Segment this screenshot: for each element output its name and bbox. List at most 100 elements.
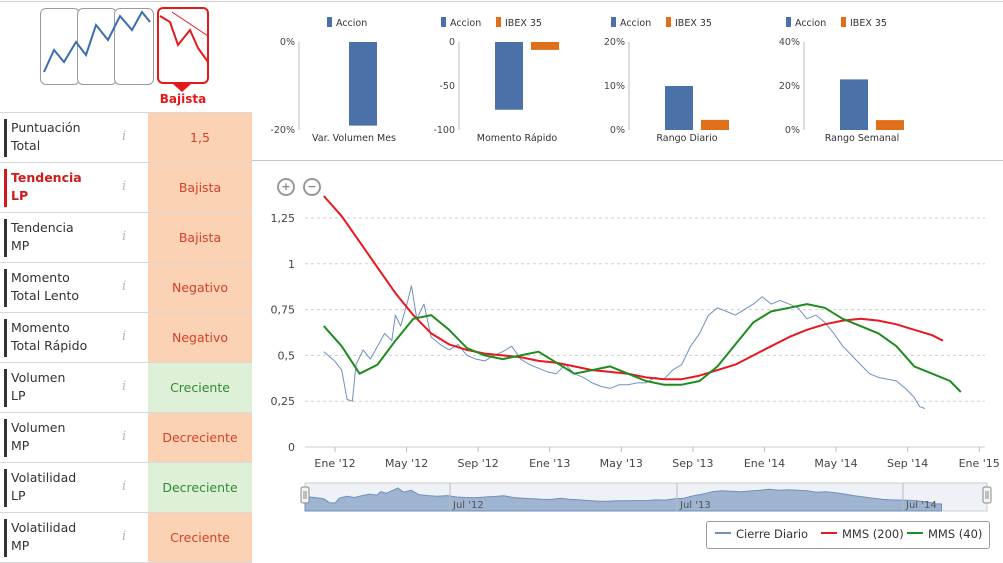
mini-legend-label[interactable]: Accion [450,18,481,29]
navigator-label: Jul '14 [905,500,937,511]
indicator-value: 1,5 [148,113,252,162]
mini-chart-1: 0% -20% Accion Var. Volumen Mes [270,17,396,144]
info-icon[interactable]: i [122,529,127,544]
indicator-label: Puntuación Total [11,120,81,153]
mini-bar[interactable] [840,79,868,130]
indicator-row: Tendencia LP i Bajista [0,163,252,213]
mini-tick-label: -100 [433,125,455,136]
series-line-2[interactable] [323,195,944,381]
mini-legend-swatch [786,17,791,27]
row-accent-bar [4,119,7,157]
trend-box-1 [40,8,80,85]
mini-bar[interactable] [531,42,559,50]
series-line-3[interactable] [323,303,962,393]
navigator-handle-right[interactable] [982,486,992,504]
indicator-label: Volumen LP [11,370,66,403]
mini-bar[interactable] [665,86,693,130]
info-icon[interactable]: i [122,479,127,494]
range-navigator[interactable]: Jul '12 Jul '13 Jul '14 [300,482,992,512]
mini-chart-2: 0 -50 -100 Accion IBEX 35 Momento Rápido [433,17,559,144]
mini-chart-title: Rango Semanal [825,133,900,144]
indicator-row: Volatilidad MP i Creciente [0,513,252,563]
navigator-handle-left[interactable] [300,486,310,504]
indicator-label: Volatilidad LP [11,470,77,503]
zoom-out-button[interactable]: − [303,178,321,196]
indicator-row: Momento Total Lento i Negativo [0,263,252,313]
row-accent-bar [4,469,7,507]
mini-chart-title: Momento Rápido [477,133,558,144]
indicator-label: Tendencia LP [11,170,82,203]
chart-legend: Cierre Diario MMS (200) MMS (40) [706,521,990,549]
mini-bar[interactable] [876,120,904,130]
indicator-label: Volumen MP [11,420,66,453]
mini-chart-title: Var. Volumen Mes [312,133,396,144]
indicator-label: Volatilidad MP [11,520,77,553]
info-icon[interactable]: i [122,329,127,344]
indicator-value: Bajista [148,213,252,262]
mini-tick-label: 20% [779,81,800,92]
mini-legend-swatch [666,17,671,27]
mini-bar[interactable] [701,119,729,130]
indicator-value: Negativo [148,263,252,312]
x-tick-label: Ene '12 [314,457,355,470]
mini-legend-swatch [841,17,846,27]
x-tick-label: May '14 [814,457,857,470]
legend-item-mms200[interactable]: MMS (200) [821,527,904,541]
mini-tick-label: 20% [604,37,625,48]
mini-legend-label[interactable]: IBEX 35 [505,18,542,29]
info-icon[interactable]: i [122,379,127,394]
mini-chart-4: 40% 20% 0% Accion IBEX 35 Rango Semanal [779,17,904,144]
legend-item-mms40[interactable]: MMS (40) [907,527,982,541]
legend-item-cierre[interactable]: Cierre Diario [715,527,808,541]
indicator-label: Momento Total Lento [11,270,80,303]
zoom-in-button[interactable]: + [277,178,295,196]
mini-legend-label[interactable]: Accion [336,18,367,29]
y-tick-label: 0,5 [278,349,296,362]
x-tick-label: May '13 [600,457,643,470]
y-tick-label: 0,75 [271,304,296,317]
mini-tick-label: 10% [604,81,625,92]
row-accent-bar [4,269,7,307]
series-line-1[interactable] [323,285,926,409]
navigator-label: Jul '12 [452,500,484,511]
info-icon[interactable]: i [122,229,127,244]
section-separator [252,160,1003,161]
info-icon[interactable]: i [122,129,127,144]
mini-tick-label: 0% [280,37,295,48]
table-top-rule [0,112,252,113]
x-tick-label: Sep '13 [672,457,713,470]
mini-bar[interactable] [495,42,523,110]
trend-box-2 [77,8,117,85]
indicator-row: Volumen MP i Decreciente [0,413,252,463]
row-accent-bar [4,319,7,357]
info-icon[interactable]: i [122,279,127,294]
indicator-value: Bajista [148,163,252,212]
indicator-value: Creciente [148,513,252,562]
y-tick-label: 0 [288,441,295,454]
y-tick-label: 0,25 [271,395,296,408]
mini-legend-label[interactable]: Accion [795,18,826,29]
mini-legend-swatch [441,17,446,27]
legend-swatch-mms40 [907,532,923,534]
mini-legend-label[interactable]: Accion [620,18,651,29]
row-accent-bar [4,169,7,207]
y-tick-label: 1 [288,258,295,271]
row-accent-bar [4,219,7,257]
price-chart-grid: 1,25 1 0,75 0,5 0,25 0 Ene '12 May '12 Sep '12 En… [271,212,1000,470]
x-tick-label: Ene '14 [744,457,785,470]
info-icon[interactable]: i [122,179,127,194]
mini-tick-label: 40% [779,37,800,48]
mini-tick-label: 0% [610,125,625,136]
mini-bar[interactable] [349,42,377,126]
trend-box-3 [114,8,154,85]
legend-label-cierre: Cierre Diario [736,527,809,541]
mini-legend-label[interactable]: IBEX 35 [675,18,712,29]
indicator-row: Tendencia MP i Bajista [0,213,252,263]
indicator-row: Momento Total Rápido i Negativo [0,313,252,363]
mini-legend-label[interactable]: IBEX 35 [850,18,887,29]
legend-label-mms200: MMS (200) [842,527,904,541]
row-accent-bar [4,419,7,457]
info-icon[interactable]: i [122,429,127,444]
indicator-value: Decreciente [148,413,252,462]
